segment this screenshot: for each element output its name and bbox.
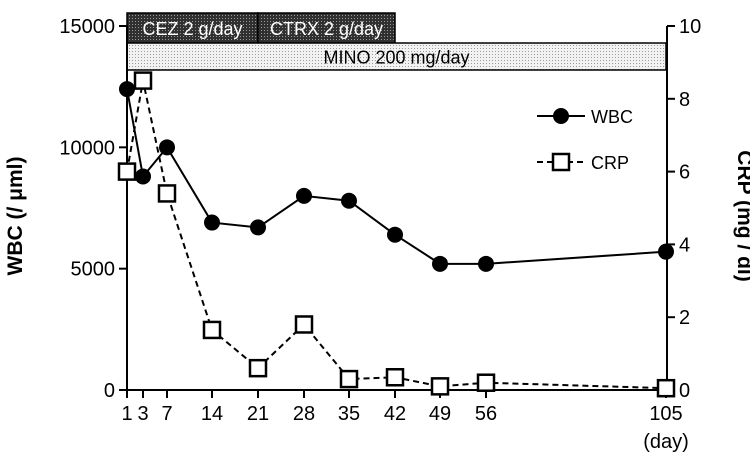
x-tick-label: 49: [429, 403, 451, 425]
data-point-wbc: [296, 187, 312, 204]
data-point-wbc: [658, 243, 674, 260]
data-point-wbc: [159, 139, 175, 156]
x-tick-label: 42: [384, 403, 406, 425]
y-right-tick-label: 4: [679, 234, 690, 256]
treatment-label: CEZ 2 g/day: [142, 19, 242, 39]
series: [117, 71, 676, 398]
data-point-wbc: [432, 255, 448, 272]
y-left-tick-label: 10000: [59, 137, 115, 159]
x-tick-label: 14: [201, 403, 223, 425]
data-point-crp: [248, 358, 268, 378]
data-point-crp: [476, 373, 496, 392]
data-point-wbc: [387, 226, 403, 243]
y-right-tick-label: 6: [679, 162, 690, 184]
x-tick-label: 35: [338, 403, 360, 425]
x-tick-label: 3: [137, 403, 148, 425]
data-point-crp: [294, 315, 314, 334]
data-point-wbc: [250, 219, 266, 236]
data-point-crp: [202, 320, 222, 340]
data-point-crp: [157, 184, 177, 203]
data-point-crp: [133, 71, 153, 90]
y-left-tick-label: 15000: [59, 16, 115, 38]
legend-label: WBC: [591, 107, 633, 127]
data-point-wbc: [119, 81, 135, 98]
tick-labels: 0 5000 10000 15000 0 2 4 6 8 10 1 3 7 14 21 28 35 42 49 56 1…: [59, 16, 701, 425]
x-tick-label: 21: [247, 403, 269, 425]
x-tick-label: 1: [121, 403, 132, 425]
y-axis-left-title: WBC (/ μml): [4, 157, 27, 276]
treatment-label: CTRX 2 g/day: [270, 19, 383, 39]
y-left-tick-label: 0: [104, 380, 115, 402]
y-right-tick-label: 10: [679, 16, 701, 38]
y-right-tick-label: 8: [679, 89, 690, 111]
data-point-wbc: [204, 214, 220, 231]
x-tick-label: 7: [161, 403, 172, 425]
y-left-tick-label: 5000: [71, 259, 116, 281]
x-tick-label: 28: [293, 403, 315, 425]
data-point-wbc: [135, 168, 151, 185]
legend-marker: [553, 108, 569, 124]
treatment-bars: CEZ 2 g/day CTRX 2 g/day MINO 200 mg/day: [126, 12, 667, 71]
x-tick-label: 56: [475, 403, 497, 425]
data-point-crp: [656, 378, 676, 398]
data-point-crp: [430, 377, 450, 396]
y-right-tick-label: 0: [679, 380, 690, 402]
treatment-bar: [126, 42, 667, 71]
x-tick-label: 105: [649, 403, 682, 425]
legend-marker: [551, 152, 571, 172]
legend-label: CRP: [591, 153, 629, 173]
data-point-crp: [117, 162, 137, 181]
treatment-bar: [257, 12, 396, 44]
data-point-wbc: [478, 255, 494, 272]
data-point-crp: [385, 368, 405, 387]
legend: WBC CRP: [537, 107, 633, 173]
x-axis-unit-label: (day): [643, 431, 689, 453]
treatment-label: MINO 200 mg/day: [323, 48, 469, 68]
y-axis-right-title: CRP (mg / dl): [733, 150, 750, 281]
y-right-tick-label: 2: [679, 307, 690, 329]
data-point-crp: [339, 369, 359, 389]
data-point-wbc: [341, 192, 357, 209]
